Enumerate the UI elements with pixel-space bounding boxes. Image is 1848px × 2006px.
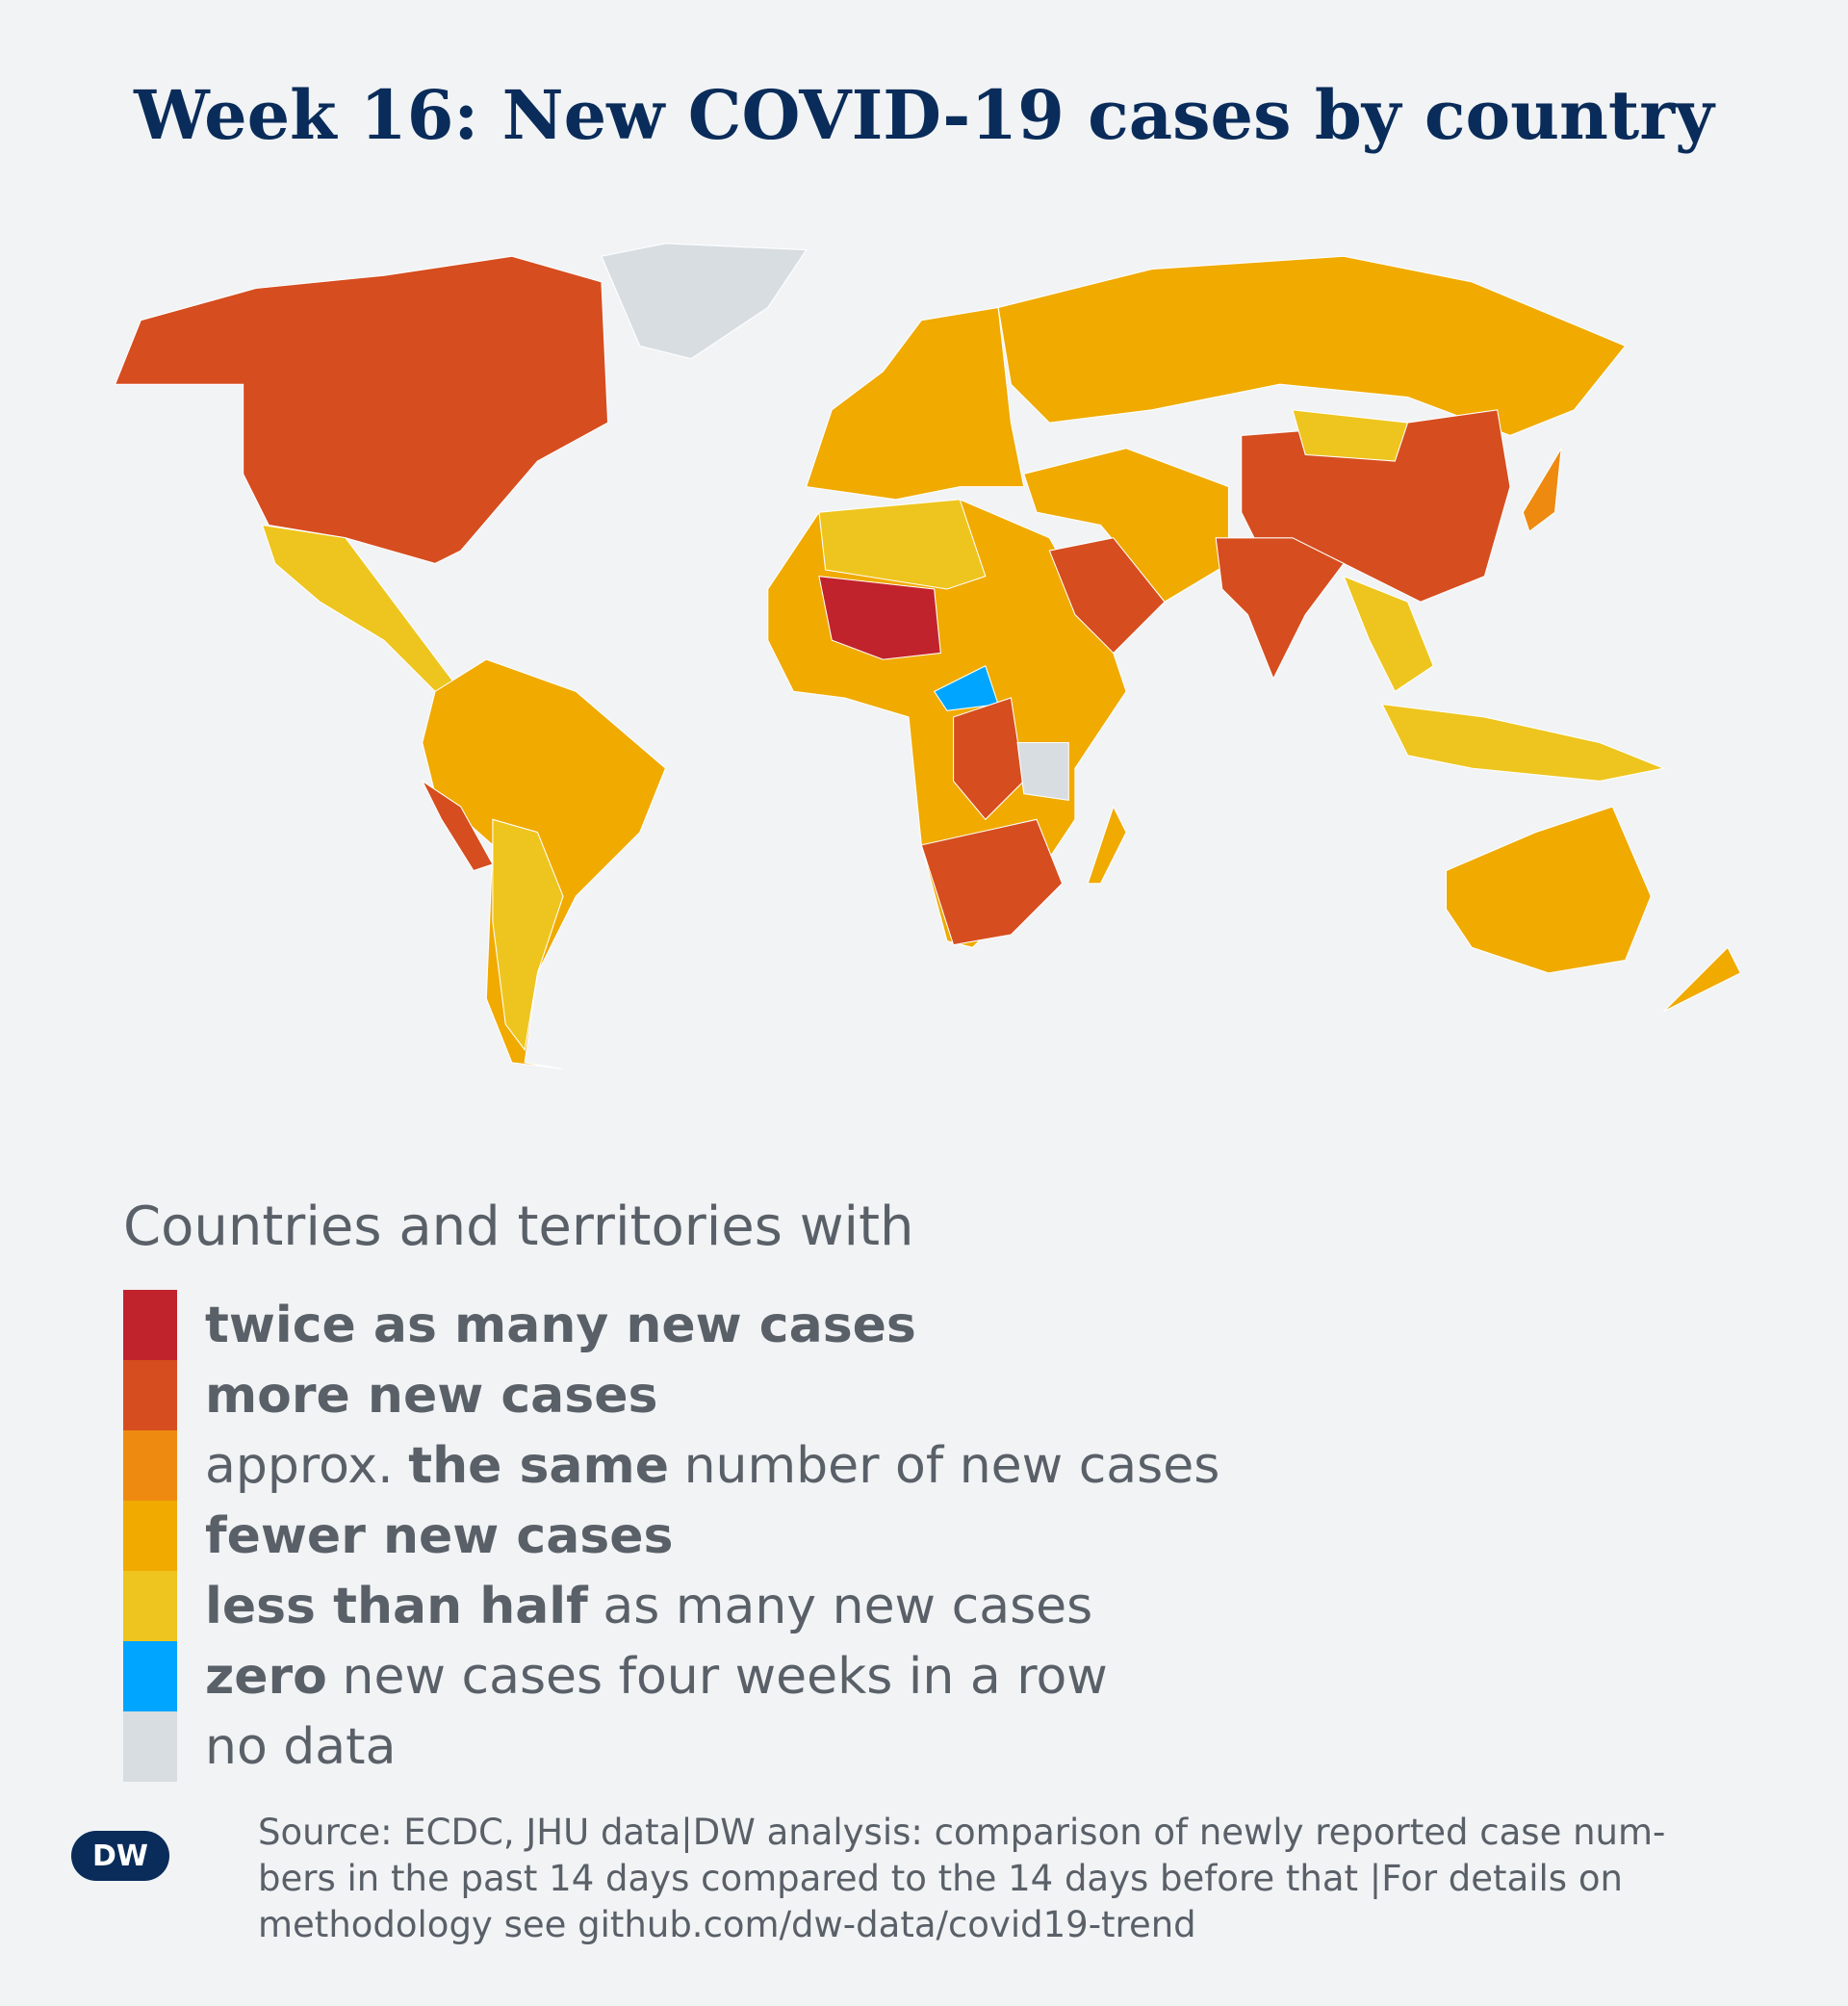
source-line: bers in the past 14 days compared to the…	[258, 1858, 1623, 1899]
legend-swatch	[123, 1501, 177, 1571]
mali-niger	[818, 576, 941, 660]
southeast-asia	[1343, 575, 1434, 693]
legend-item: twice as many new cases	[123, 1290, 1219, 1360]
legend-swatch	[123, 1641, 177, 1711]
southern-cone	[492, 818, 564, 1051]
legend-label: less than half as many new cases	[205, 1578, 1092, 1635]
legend-text: fewer new cases	[205, 1506, 674, 1565]
legend-item: zero new cases four weeks in a row	[123, 1641, 1219, 1711]
legend-text: no data	[205, 1717, 397, 1776]
new-zealand	[1663, 946, 1742, 1013]
legend-swatch	[123, 1711, 177, 1782]
mongolia	[1292, 409, 1409, 462]
legend-text: new cases four weeks in a row	[342, 1647, 1108, 1706]
india	[1215, 537, 1345, 681]
legend: twice as many new cases more new cases app…	[123, 1290, 1219, 1782]
legend-item: no data	[123, 1711, 1219, 1782]
legend-swatch	[123, 1571, 177, 1641]
europe	[805, 306, 1025, 501]
southern-africa	[920, 818, 1064, 946]
legend-swatch	[123, 1430, 177, 1501]
legend-item: fewer new cases	[123, 1501, 1219, 1571]
legend-item: more new cases	[123, 1360, 1219, 1430]
legend-label: twice as many new cases	[205, 1297, 916, 1354]
legend-title: Countries and territories with	[123, 1196, 914, 1258]
middle-east	[1023, 448, 1229, 603]
legend-text: twice as many new cases	[205, 1296, 916, 1354]
north-africa	[818, 499, 987, 590]
saudi-arabia	[1048, 537, 1166, 655]
legend-text: more new cases	[205, 1366, 658, 1425]
source-line: Source: ECDC, JHU data|DW analysis: comp…	[258, 1812, 1666, 1853]
legend-label: more new cases	[205, 1367, 657, 1425]
legend-text: zero	[205, 1647, 327, 1706]
legend-text: less than half	[205, 1577, 588, 1635]
world-map	[114, 243, 1742, 1070]
title: Week 16: New COVID-19 cases by country	[134, 75, 1714, 155]
logo: DW	[71, 1831, 169, 1881]
legend-text: number of new cases	[683, 1436, 1220, 1495]
indonesia	[1381, 703, 1666, 782]
legend-label: no data	[205, 1718, 396, 1776]
legend-text: approx.	[205, 1436, 394, 1495]
russia	[997, 255, 1627, 436]
legend-label: zero new cases four weeks in a row	[205, 1648, 1108, 1706]
australia	[1445, 806, 1652, 974]
legend-text: as many new cases	[603, 1577, 1093, 1635]
tanzania	[1016, 741, 1069, 801]
legend-item: approx. the same number of new cases	[123, 1430, 1219, 1501]
legend-label: approx. the same number of new cases	[205, 1437, 1219, 1495]
legend-item: less than half as many new cases	[123, 1571, 1219, 1641]
legend-label: fewer new cases	[205, 1507, 673, 1565]
congo	[953, 697, 1025, 821]
japan	[1522, 448, 1562, 533]
source: Source: ECDC, JHU data|DW analysis: comp…	[258, 1810, 1665, 1948]
legend-text: the same	[408, 1436, 669, 1495]
greenland	[601, 243, 808, 360]
madagascar	[1087, 805, 1127, 885]
legend-swatch	[123, 1360, 177, 1430]
peru	[421, 779, 494, 872]
source-line: methodology see github.com/dw-data/covid…	[258, 1904, 1196, 1945]
legend-swatch	[123, 1290, 177, 1360]
north-america	[114, 255, 609, 564]
